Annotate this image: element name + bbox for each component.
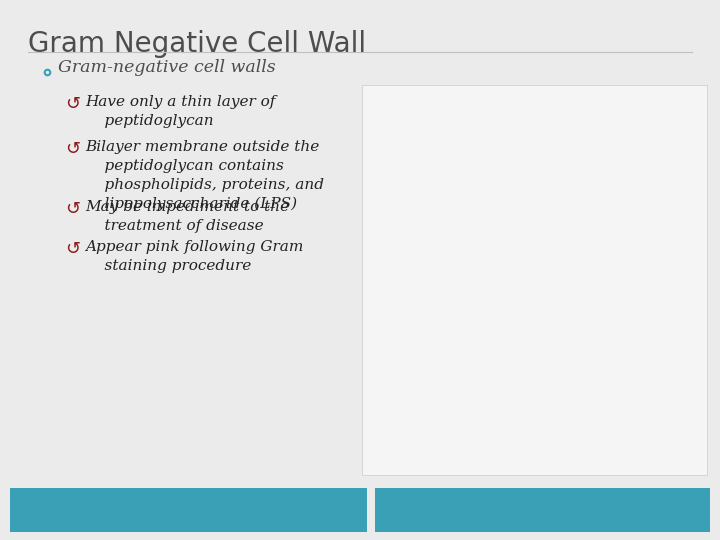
Bar: [10, 488, 367, 532]
Text: Gram Negative Cell Wall: Gram Negative Cell Wall: [28, 30, 366, 58]
Text: May be impediment to the
    treatment of disease: May be impediment to the treatment of di…: [85, 200, 289, 233]
Bar: [362, 85, 707, 475]
Text: Gram-negative cell walls: Gram-negative cell walls: [58, 59, 276, 77]
Text: Bilayer membrane outside the
    peptidoglycan contains
    phospholipids, prote: Bilayer membrane outside the peptidoglyc…: [85, 140, 324, 212]
Text: ↺: ↺: [65, 240, 80, 258]
Text: ↺: ↺: [65, 140, 80, 158]
Text: Have only a thin layer of
    peptidoglycan: Have only a thin layer of peptidoglycan: [85, 95, 275, 128]
Text: ↺: ↺: [65, 95, 80, 113]
Text: Appear pink following Gram
    staining procedure: Appear pink following Gram staining proc…: [85, 240, 303, 273]
Text: ↺: ↺: [65, 200, 80, 218]
Bar: [375, 488, 710, 532]
